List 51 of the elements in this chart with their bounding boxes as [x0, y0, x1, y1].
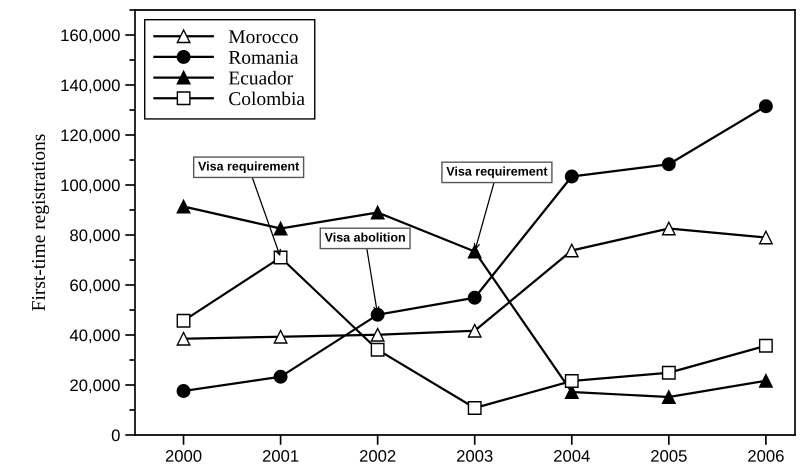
y-tick-label: 80,000 — [70, 229, 120, 244]
point — [274, 250, 288, 264]
x-tick-label: 2006 — [748, 450, 784, 462]
x-tick-label: 2003 — [457, 450, 493, 462]
x-tick-label: 2004 — [554, 450, 590, 462]
annotation: Visa requirement — [446, 166, 548, 178]
point — [758, 338, 773, 353]
point — [468, 401, 482, 415]
y-tick-label: 140,000 — [61, 79, 120, 94]
point — [662, 366, 676, 380]
y-tick-label: 20,000 — [70, 379, 120, 394]
point — [176, 332, 190, 346]
point — [662, 390, 676, 404]
y-tick-label: 120,000 — [61, 129, 120, 144]
point — [468, 244, 482, 258]
y-tick-label: 160,000 — [61, 29, 120, 44]
point — [564, 374, 579, 388]
point — [274, 330, 288, 344]
point — [758, 374, 773, 388]
y-tick-label: 40,000 — [70, 329, 120, 344]
y-axis-title: First-time registrations — [32, 134, 50, 311]
annotation: Visa abolition — [324, 232, 405, 242]
x-tick-label: 2002 — [360, 450, 396, 462]
annotation: Visa requirement — [198, 161, 300, 174]
point — [370, 342, 385, 357]
point — [564, 170, 579, 184]
point — [564, 244, 579, 258]
point — [274, 222, 288, 236]
point — [758, 230, 773, 244]
point — [274, 370, 288, 384]
x-tick-label: 2000 — [166, 450, 202, 462]
point — [176, 384, 190, 398]
point — [370, 328, 385, 342]
point — [468, 290, 482, 305]
point — [370, 206, 385, 220]
point — [370, 308, 385, 322]
legend-label: Colombia — [229, 92, 305, 106]
point — [468, 324, 482, 338]
legend-label: Morocco — [228, 30, 298, 44]
legend-label: Ecuador — [228, 70, 293, 85]
point — [662, 222, 676, 236]
y-tick-label: 100,000 — [61, 179, 120, 194]
x-tick-label: 2005 — [651, 450, 687, 462]
point — [176, 314, 190, 328]
point — [758, 99, 773, 114]
point — [662, 157, 676, 172]
y-tick-label: 60,000 — [70, 279, 120, 294]
y-tick-label: 0 — [112, 429, 120, 442]
point — [176, 200, 190, 214]
legend-label: Romania — [228, 50, 298, 64]
x-tick-label: 2001 — [262, 450, 298, 462]
